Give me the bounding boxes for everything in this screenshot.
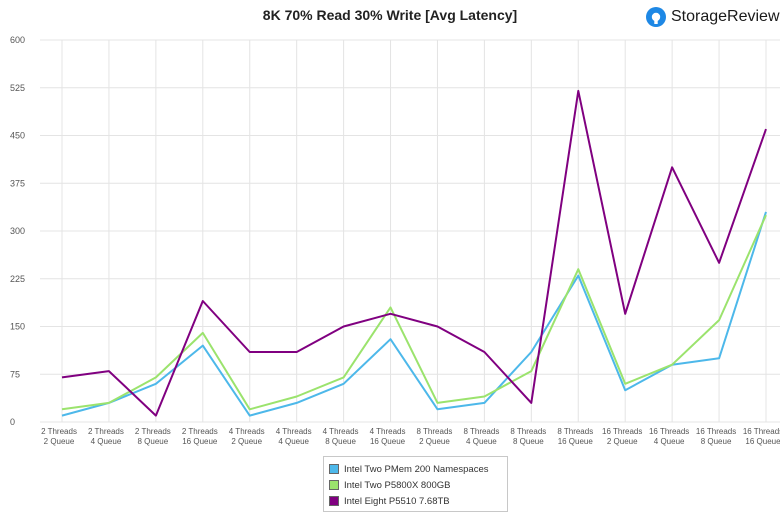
legend-label: Intel Eight P5510 7.68TB (344, 495, 450, 507)
x-tick-label: 16 Threads (696, 427, 736, 436)
series-line-p5510 (61, 89, 767, 417)
legend-label: Intel Two P5800X 800GB (344, 479, 451, 491)
x-tick-label: 8 Threads (557, 427, 593, 436)
chart-title: 8K 70% Read 30% Write [Avg Latency] (262, 7, 518, 23)
x-tick-label: 4 Queue (278, 437, 309, 446)
x-tick-label: 2 Threads (41, 427, 77, 436)
legend-item-pmem[interactable]: Intel Two PMem 200 Namespaces (329, 461, 507, 477)
storagereview-logo-icon (646, 7, 666, 27)
series-lines (61, 89, 767, 417)
x-tick-label: 4 Queue (654, 437, 685, 446)
x-tick-label: 2 Threads (88, 427, 124, 436)
x-tick-label: 16 Threads (649, 427, 689, 436)
x-tick-label: 8 Threads (510, 427, 546, 436)
x-tick-label: 16 Queue (370, 437, 406, 446)
x-tick-label: 16 Queue (745, 437, 780, 446)
series-line-p5800x (61, 214, 767, 411)
x-tick-label: 8 Queue (138, 437, 169, 446)
legend-swatch-pmem (329, 464, 339, 474)
y-tick-label: 525 (10, 83, 25, 93)
grid-lines (40, 39, 780, 423)
legend-swatch-p5800x (329, 480, 339, 490)
legend-swatch-p5510 (329, 496, 339, 506)
x-tick-label: 4 Threads (323, 427, 359, 436)
legend-item-p5800x[interactable]: Intel Two P5800X 800GB (329, 477, 507, 493)
x-tick-label: 2 Queue (44, 437, 75, 446)
x-tick-label: 4 Queue (466, 437, 497, 446)
x-tick-label: 16 Threads (743, 427, 780, 436)
x-tick-label: 4 Threads (370, 427, 406, 436)
y-tick-label: 450 (10, 131, 25, 141)
x-tick-label: 2 Queue (607, 437, 638, 446)
y-axis-ticks: 0 75 150 225 300 375 450 525 600 (10, 35, 25, 427)
x-tick-label: 8 Queue (325, 437, 356, 446)
x-tick-label: 4 Threads (276, 427, 312, 436)
x-tick-label: 8 Queue (513, 437, 544, 446)
y-tick-label: 0 (10, 417, 15, 427)
x-tick-label: 16 Queue (182, 437, 218, 446)
series-line-pmem (61, 211, 767, 417)
y-tick-label: 225 (10, 274, 25, 284)
x-tick-label: 4 Threads (229, 427, 265, 436)
x-tick-label: 16 Queue (558, 437, 594, 446)
x-tick-label: 4 Queue (91, 437, 122, 446)
x-tick-label: 2 Queue (231, 437, 262, 446)
y-tick-label: 600 (10, 35, 25, 45)
brand-logo: StorageReview (646, 6, 780, 28)
x-tick-label: 2 Threads (182, 427, 218, 436)
y-tick-label: 150 (10, 322, 25, 332)
legend: Intel Two PMem 200 Namespaces Intel Two … (323, 456, 508, 512)
x-tick-label: 8 Threads (463, 427, 499, 436)
x-tick-label: 2 Threads (135, 427, 171, 436)
x-tick-label: 2 Queue (419, 437, 450, 446)
legend-label: Intel Two PMem 200 Namespaces (344, 463, 489, 475)
y-tick-label: 375 (10, 178, 25, 188)
y-tick-label: 75 (10, 369, 20, 379)
x-tick-label: 8 Threads (417, 427, 453, 436)
legend-item-p5510[interactable]: Intel Eight P5510 7.68TB (329, 493, 507, 509)
x-tick-label: 16 Threads (602, 427, 642, 436)
y-tick-label: 300 (10, 226, 25, 236)
brand-name: StorageReview (671, 8, 780, 25)
x-tick-label: 8 Queue (701, 437, 732, 446)
